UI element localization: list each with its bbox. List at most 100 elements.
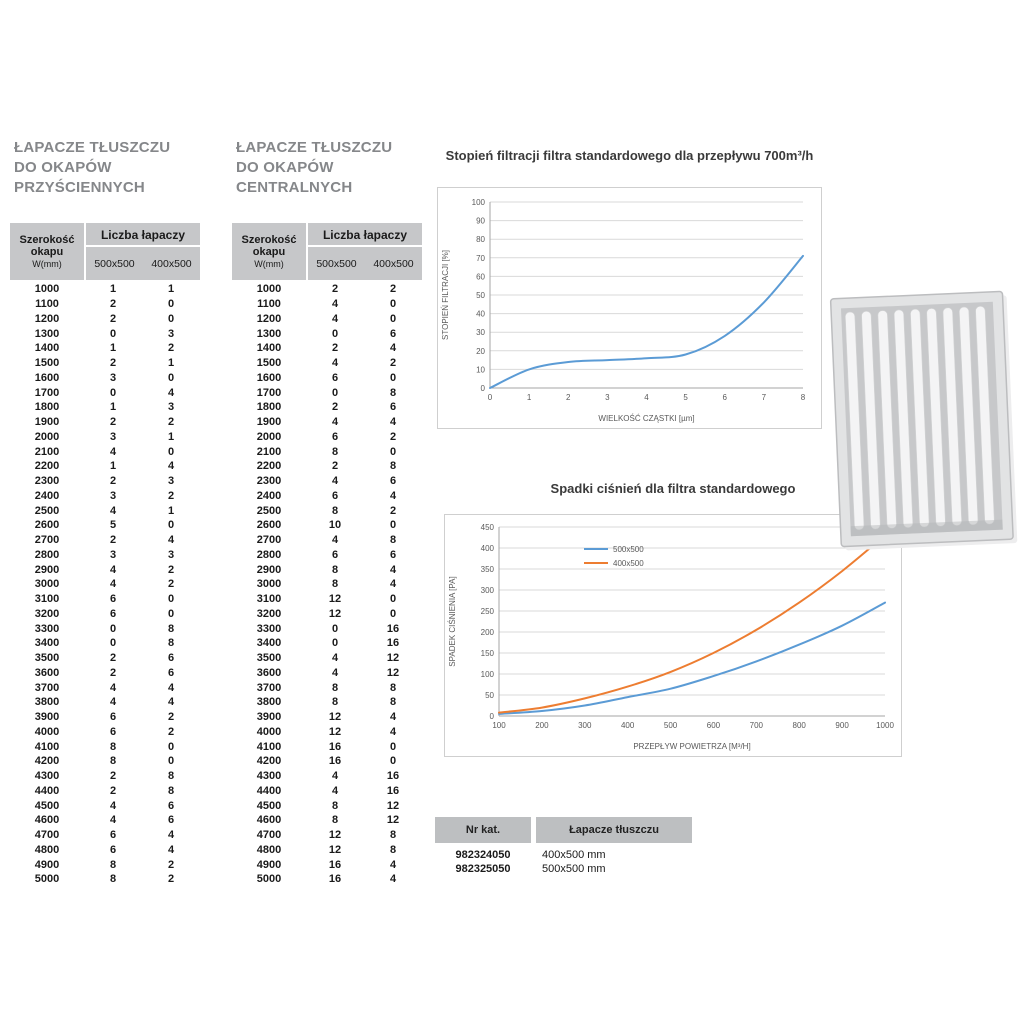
filter-count-value: 4 — [331, 770, 339, 783]
hood-width-value: 1000 — [256, 283, 282, 296]
filter-count-value: 8 — [167, 784, 175, 797]
filter-count-value: 4 — [389, 725, 397, 738]
filter-count-value: 6 — [109, 843, 117, 856]
table-row: 4500 4 6 — [10, 798, 200, 813]
filter-count-value: 4 — [167, 386, 175, 399]
filter-count-value: 3 — [109, 548, 117, 561]
hood-width-value: 3600 — [34, 666, 60, 679]
hood-width-value: 1900 — [256, 416, 282, 429]
filter-count-value: 0 — [389, 519, 397, 532]
filter-count-value: 3 — [109, 430, 117, 443]
hood-width-value: 4400 — [256, 784, 282, 797]
hood-width-value: 1300 — [34, 327, 60, 340]
x-tick-label: 0 — [488, 393, 493, 402]
catalog-number: 982324050 — [455, 849, 511, 861]
filter-count-value: 16 — [386, 770, 400, 783]
hood-width-value: 3500 — [256, 652, 282, 665]
filter-slat — [975, 306, 995, 525]
filter-count-value: 6 — [109, 829, 117, 842]
filter-count-value: 1 — [167, 283, 175, 296]
table-row: 2600 5 0 — [10, 518, 200, 533]
filter-count-value: 0 — [389, 312, 397, 325]
y-tick-label: 50 — [485, 691, 494, 700]
filter-count-value: 4 — [389, 858, 397, 871]
hood-width-value: 2400 — [34, 489, 60, 502]
hood-width-value: 2900 — [256, 563, 282, 576]
y-tick-label: 0 — [481, 384, 486, 393]
hood-width-value: 3700 — [256, 681, 282, 694]
hood-width-value: 1400 — [34, 342, 60, 355]
filter-count-value: 4 — [389, 578, 397, 591]
x-tick-label: 400 — [621, 721, 635, 730]
y-tick-label: 100 — [472, 198, 486, 207]
filter-count-value: 4 — [331, 475, 339, 488]
width-label: okapu — [30, 245, 64, 258]
filter-count-value: 0 — [389, 298, 397, 311]
table-row: 1800 2 6 — [232, 400, 422, 415]
series-line-filtracja — [489, 254, 804, 389]
table-row: 3900 12 4 — [232, 710, 422, 725]
hood-width-value: 5000 — [256, 873, 282, 886]
hood-width-value: 1200 — [34, 312, 60, 325]
hood-width-value: 3900 — [256, 711, 282, 724]
filter-count-value: 2 — [109, 357, 117, 370]
filter-count-value: 8 — [389, 460, 397, 473]
table-row: 2200 1 4 — [10, 459, 200, 474]
x-tick-label: 5 — [683, 393, 688, 402]
hood-width-value: 4700 — [34, 829, 60, 842]
filter-count-value: 2 — [167, 725, 175, 738]
size-400x500-header: 400x500 — [151, 257, 192, 270]
hood-width-value: 3200 — [34, 607, 60, 620]
catalog-header: Nr kat. Łapacze tłuszczu — [435, 817, 692, 843]
hood-width-value: 3500 — [34, 652, 60, 665]
filter-count-value: 2 — [331, 342, 339, 355]
filter-count-value: 4 — [389, 711, 397, 724]
filter-count-value: 2 — [167, 873, 175, 886]
filter-count-value: 2 — [167, 416, 175, 429]
hood-width-value: 4200 — [256, 755, 282, 768]
filter-count-value: 1 — [167, 357, 175, 370]
filter-count-value: 10 — [328, 519, 342, 532]
filter-count-value: 1 — [109, 342, 117, 355]
filter-count-value: 16 — [328, 740, 342, 753]
table-row: 1700 0 8 — [232, 385, 422, 400]
x-tick-label: 200 — [535, 721, 549, 730]
filter-count-value: 0 — [389, 755, 397, 768]
hood-width-value: 1600 — [34, 371, 60, 384]
filter-count-value: 4 — [331, 666, 339, 679]
hood-width-value: 4400 — [34, 784, 60, 797]
catalog-row: 982325050 500x500 mm — [435, 862, 692, 876]
filter-count-value: 12 — [328, 607, 342, 620]
table-row: 4600 8 12 — [232, 813, 422, 828]
filter-count-value: 4 — [389, 342, 397, 355]
y-tick-label: 300 — [481, 586, 495, 595]
filter-count-value: 0 — [167, 519, 175, 532]
hood-width-value: 2000 — [34, 430, 60, 443]
filter-count-value: 4 — [389, 873, 397, 886]
filter-count-value: 0 — [167, 755, 175, 768]
y-axis-label: STOPIEŃ FILTRACJI [%] — [441, 250, 450, 340]
table-row: 4400 4 16 — [232, 784, 422, 799]
wall-table-body: 1000 1 1 1100 2 0 1200 2 0 1300 0 3 1400 1 2 1500 2 1 1600… — [10, 282, 200, 887]
table-row: 2500 4 1 — [10, 503, 200, 518]
x-tick-label: 900 — [835, 721, 849, 730]
table-row: 4200 8 0 — [10, 754, 200, 769]
filter-count-value: 0 — [389, 740, 397, 753]
filter-count-value: 6 — [167, 799, 175, 812]
x-tick-label: 600 — [707, 721, 721, 730]
table-row: 4300 4 16 — [232, 769, 422, 784]
table-row: 1200 4 0 — [232, 312, 422, 327]
y-tick-label: 20 — [476, 347, 485, 356]
filter-count-value: 2 — [389, 357, 397, 370]
filter-count-value: 6 — [109, 725, 117, 738]
y-tick-label: 60 — [476, 272, 485, 281]
table-row: 2600 10 0 — [232, 518, 422, 533]
filter-count-value: 6 — [167, 652, 175, 665]
hood-width-value: 1300 — [256, 327, 282, 340]
width-unit-label: W(mm) — [254, 258, 284, 269]
filter-count-value: 3 — [167, 475, 175, 488]
hood-width-value: 1000 — [34, 283, 60, 296]
filter-count-value: 4 — [167, 681, 175, 694]
filter-count-value: 0 — [109, 637, 117, 650]
hood-width-value: 2700 — [34, 534, 60, 547]
